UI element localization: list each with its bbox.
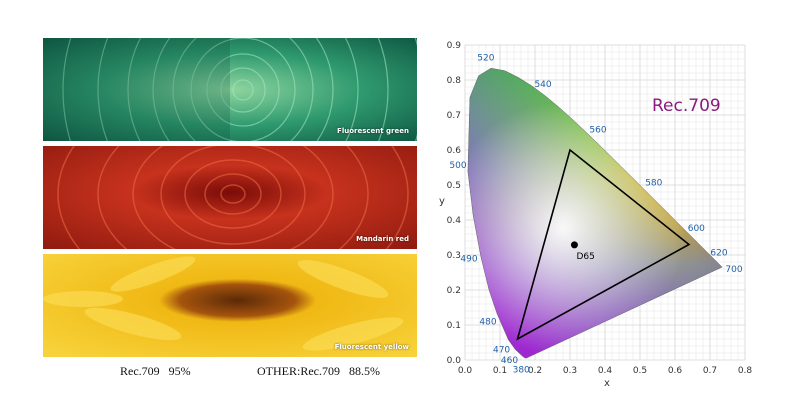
- y-tick-label: 0.0: [447, 356, 462, 366]
- y-axis-label: y: [439, 196, 445, 207]
- x-tick-label: 0.6: [668, 366, 683, 376]
- wavelength-label: 540: [534, 80, 551, 90]
- succulent-image: [43, 38, 417, 141]
- wavelength-label: 480: [479, 318, 496, 328]
- photo-fluorescent-green: Fluorescent green: [43, 38, 417, 141]
- photo-mandarin-red: Mandarin red: [43, 146, 417, 249]
- x-tick-label: 0.3: [563, 366, 577, 376]
- x-tick-label: 0.0: [458, 366, 473, 376]
- y-tick-label: 0.5: [447, 181, 461, 191]
- wavelength-label: 520: [477, 53, 494, 63]
- y-tick-label: 0.8: [447, 76, 462, 86]
- x-tick-label: 0.5: [633, 366, 647, 376]
- y-tick-label: 0.6: [447, 146, 462, 156]
- y-tick-label: 0.4: [447, 216, 462, 226]
- cie-chromaticity-chart: D65 0.0 0.1 0.2 0.3 0.4 0.5 0.6 0.7 0.8 0.0 0.1 0.2…: [439, 41, 753, 389]
- coverage-other: OTHER:Rec.709 88.5%: [257, 364, 380, 378]
- chart-title: Rec.709: [652, 96, 721, 116]
- x-tick-label: 0.7: [703, 366, 717, 376]
- x-tick-label: 0.4: [598, 366, 613, 376]
- y-tick-label: 0.7: [447, 111, 461, 121]
- y-tick-label: 0.1: [447, 321, 461, 331]
- y-tick-label: 0.9: [447, 41, 462, 51]
- rose-image: [43, 146, 417, 249]
- wavelength-label: 460: [501, 356, 518, 366]
- wavelength-label: 380: [513, 365, 530, 375]
- y-tick-label: 0.2: [447, 286, 461, 296]
- spectral-locus: [467, 67, 723, 359]
- photo-label-green: Fluorescent green: [337, 127, 409, 135]
- rec709-gamut-triangle: [516, 148, 691, 341]
- wavelength-label: 490: [460, 254, 477, 264]
- x-tick-label: 0.1: [493, 366, 507, 376]
- d65-white-point: [570, 241, 578, 249]
- d65-label: D65: [576, 252, 594, 262]
- coverage-rec709: Rec.709 95%: [120, 364, 191, 378]
- wavelength-label: 700: [725, 265, 742, 275]
- y-tick-label: 0.3: [447, 251, 461, 261]
- wavelength-label: 560: [589, 126, 606, 136]
- photo-fluorescent-yellow: Fluorescent yellow: [43, 254, 417, 357]
- x-tick-label: 0.2: [528, 366, 542, 376]
- axes: 0.0 0.1 0.2 0.3 0.4 0.5 0.6 0.7 0.8 0.0 0.1 0.2 0.3 0…: [447, 41, 753, 376]
- wavelength-label: 580: [645, 178, 662, 188]
- wavelength-label: 620: [710, 249, 727, 259]
- wavelength-label: 470: [493, 346, 510, 356]
- photo-label-yellow: Fluorescent yellow: [334, 343, 409, 351]
- wavelength-label: 600: [688, 224, 705, 234]
- x-tick-label: 0.8: [738, 366, 753, 376]
- sunflower-image: [43, 254, 417, 357]
- photo-label-red: Mandarin red: [356, 235, 409, 243]
- wavelength-label: 500: [449, 161, 466, 171]
- x-axis-label: x: [604, 378, 610, 389]
